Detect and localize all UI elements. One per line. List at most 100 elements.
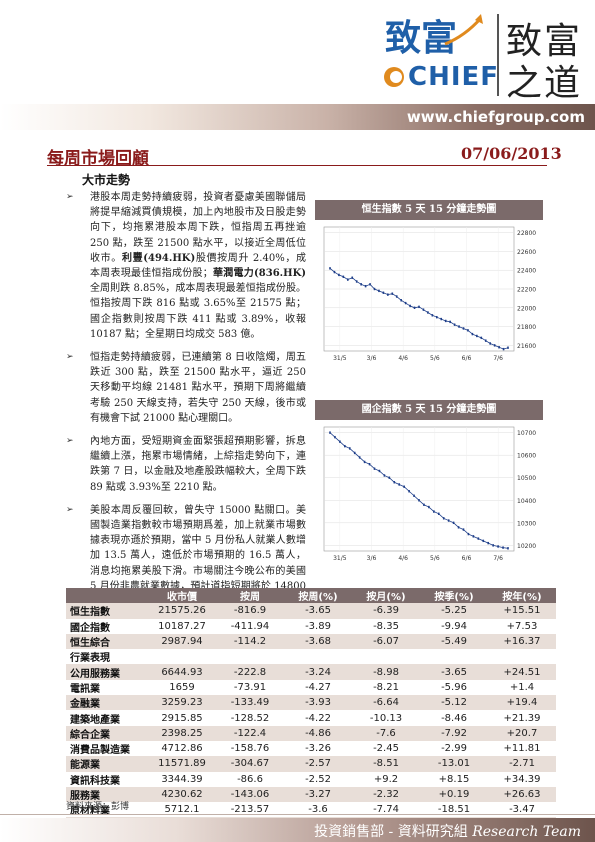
table-cell: -213.57 (216, 802, 284, 818)
table-cell: -6.39 (352, 603, 420, 619)
y-tick-label: 21600 (517, 343, 536, 350)
table-cell: +24.51 (488, 664, 556, 680)
table-cell: -8.98 (352, 664, 420, 680)
table-cell: -5.96 (420, 679, 488, 696)
table-cell: -5.12 (420, 695, 488, 711)
data-point (497, 545, 499, 548)
data-point (339, 440, 341, 443)
table-row: 消費品製造業 4712.86 -158.76 -3.26 -2.45 -2.99 +11.8… (66, 740, 556, 757)
table-cell: +15.51 (488, 603, 556, 619)
table-header-cell: 按月(%) (352, 588, 420, 604)
commentary-bullets: ➢ 港股本周走勢持續疲弱，投資者憂慮美國聯儲局將提早縮減買債規模，加上內地股市及日… (66, 190, 306, 617)
table-cell: +16.37 (488, 633, 556, 650)
section-heading: 大市走勢 (82, 173, 131, 187)
table-cell: 2398.25 (148, 725, 216, 741)
data-point (398, 483, 401, 486)
table-cell (148, 649, 216, 665)
table-cell: -2.45 (352, 740, 420, 757)
data-point (480, 336, 483, 340)
table-header-cell: 按年(%) (488, 588, 556, 604)
y-tick-label: 10700 (517, 430, 536, 437)
y-tick-label: 22000 (517, 305, 536, 312)
table-cell: -143.06 (216, 786, 284, 803)
data-point (348, 447, 351, 450)
data-point (364, 284, 367, 288)
table-cell: -2.57 (284, 756, 352, 772)
table-row: 資訊科技業 3344.39 -86.6 -2.52 +9.2 +8.15 +34.39 (66, 771, 556, 787)
table-cell: 4712.86 (148, 740, 216, 757)
hscei-chart-svg: 10700 10600 10500 10400 10300 10200 31/5 3/6 4/6… (323, 426, 536, 562)
data-point (423, 503, 425, 506)
table-cell: -5.49 (420, 633, 488, 650)
x-tick-label: 3/6 (367, 355, 377, 362)
table-cell: +21.39 (488, 710, 556, 726)
table-cell: -133.49 (216, 695, 284, 711)
chief-logo-chinese: 致富 (385, 14, 483, 59)
data-point (404, 301, 407, 305)
row-label: 能源業 (66, 756, 148, 772)
table-cell: 21575.26 (148, 603, 216, 619)
data-point (484, 339, 487, 342)
data-point (353, 451, 356, 455)
data-point (493, 344, 496, 347)
table-row: 恒生綜合 2987.94 -114.2 -3.68 -6.07 -5.49 +16.37 (66, 633, 556, 650)
table-cell: -2.32 (352, 786, 420, 803)
data-point (447, 519, 450, 522)
table-header-cell: 按周 (216, 588, 284, 604)
data-point (431, 314, 434, 317)
data-point (440, 317, 443, 321)
data-point (477, 537, 480, 540)
table-cell: -3.27 (284, 786, 352, 803)
table-cell: +11.81 (488, 740, 556, 757)
y-tick-label: 10600 (517, 453, 536, 460)
y-tick-label: 10300 (517, 520, 536, 527)
bullet-text: 內地方面，受短期資金面緊張超預期影響，拆息繼續上漲，拖累市場情緒，上綜指走勢向下… (90, 436, 306, 493)
website-link[interactable]: www.chiefgroup.com (406, 108, 585, 126)
table-row: 能源業 11571.89 -304.67 -2.57 -8.51 -13.01 -2.71 (66, 756, 556, 772)
data-point (360, 283, 362, 286)
data-point (403, 485, 405, 488)
table-cell (420, 649, 488, 665)
bullet-item: ➢ 內地方面，受短期資金面緊張超預期影響，拆息繼續上漲，拖累市場情緒，上綜指走勢向… (66, 434, 306, 495)
row-label: 公用服務業 (66, 664, 148, 680)
data-point (383, 474, 386, 477)
data-point (395, 295, 398, 298)
logo-divider (497, 14, 499, 96)
bullet-arrow-icon: ➢ (66, 352, 74, 363)
data-point (373, 467, 376, 470)
table-row: 建築地產業 2915.85 -128.52 -4.22 -10.13 -8.46 +21.3… (66, 710, 556, 726)
table-cell: +0.19 (420, 786, 488, 803)
data-point (363, 460, 366, 464)
table-cell: -4.27 (284, 679, 352, 696)
table-cell: -4.22 (284, 710, 352, 726)
data-point (476, 334, 478, 338)
website-banner (0, 104, 595, 130)
table-cell: -6.07 (352, 633, 420, 650)
data-point (333, 270, 336, 274)
data-point (489, 342, 491, 345)
y-tick-label: 22600 (517, 249, 536, 256)
table-cell (352, 649, 420, 665)
data-point (449, 320, 451, 324)
footer-divider (0, 814, 595, 815)
x-tick-label: 4/6 (398, 555, 408, 562)
bullet-arrow-icon: ➢ (66, 192, 74, 202)
table-cell (284, 649, 352, 665)
logo-cn-text: 致富 (385, 17, 457, 58)
table-cell: -3.26 (284, 740, 352, 757)
row-label: 國企指數 (66, 618, 148, 634)
bullet-text: 股價按周升 2.40%，成本周表現最佳恒指成份股； (90, 252, 307, 280)
table-cell: 4230.62 (148, 786, 216, 803)
table-row: 電訊業 1659 -73.91 -4.27 -8.21 -5.96 +1.4 (66, 679, 556, 696)
table-cell: +19.4 (488, 695, 556, 711)
table-row: 公用服務業 6644.93 -222.8 -3.24 -8.98 -3.65 +24.51 (66, 664, 556, 680)
table-row: 服務業 4230.62 -143.06 -3.27 -2.32 +0.19 +26.63 (66, 786, 556, 803)
table-cell: 6644.93 (148, 664, 216, 680)
row-label: 行業表現 (66, 649, 148, 665)
table-cell: -8.51 (352, 756, 420, 772)
table-cell: 11571.89 (148, 756, 216, 772)
table-cell: -128.52 (216, 710, 284, 726)
table-cell: 5712.1 (148, 802, 216, 818)
report-title: 每周市場回顧 (47, 149, 149, 169)
hscei-chart-title: 國企指數 5 天 15 分鐘走勢圖 (315, 400, 543, 420)
